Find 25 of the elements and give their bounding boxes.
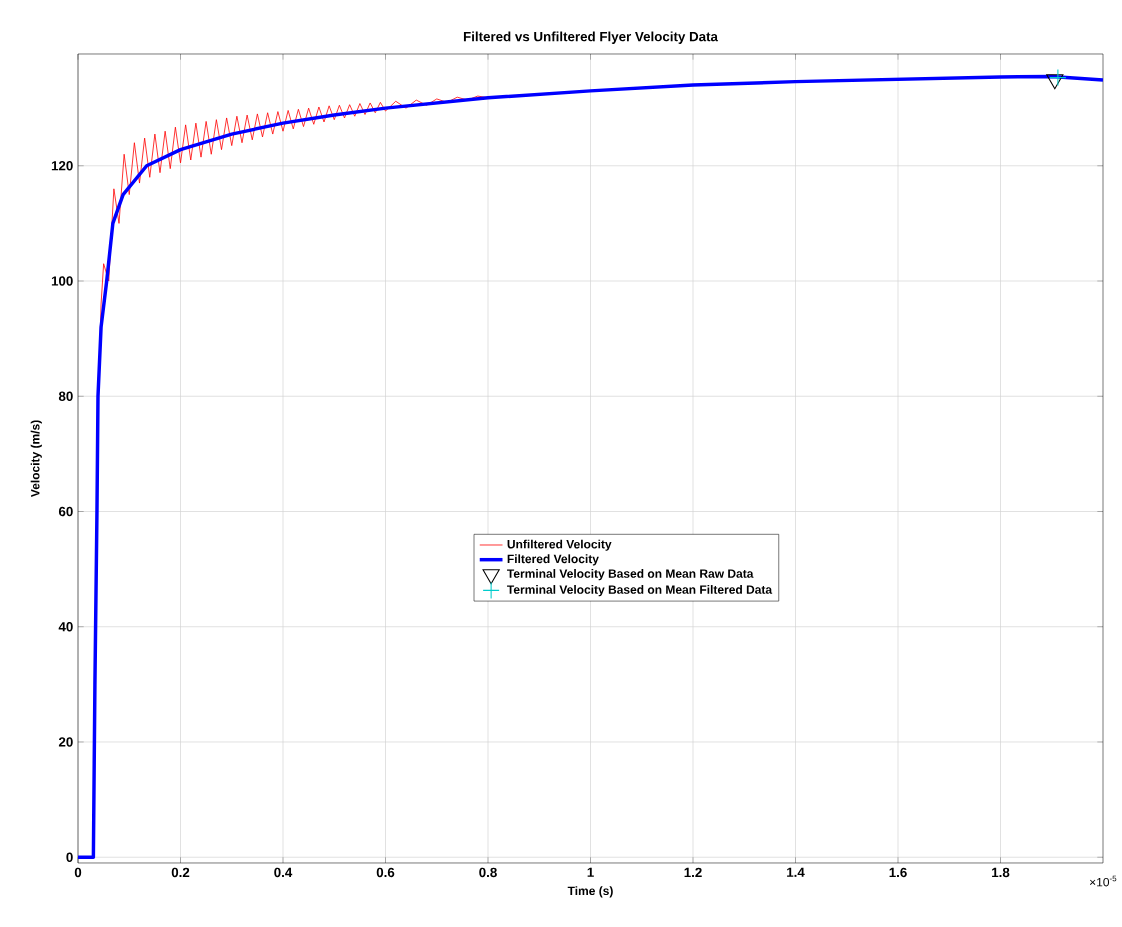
text: ×10$^{-5}$ xyxy=(1089,875,1117,887)
x-tick-label: 1.8 xyxy=(992,867,1010,878)
x-tick-label: 0.2 xyxy=(171,867,190,878)
y-tick-label: 60 xyxy=(58,506,73,517)
legend-label: Terminal Velocity Based on Mean Filtered Data xyxy=(507,585,773,597)
x-axis-title: Time (s) xyxy=(567,886,613,898)
x-tick-label: 1 xyxy=(587,867,594,877)
y-tick-label: 40 xyxy=(58,622,73,632)
legend-label: Unfiltered Velocity xyxy=(507,539,612,551)
y-axis-title: Velocity (m/s) xyxy=(30,420,42,498)
x-tick-label: 1.6 xyxy=(889,867,907,878)
x-tick-label: 0.8 xyxy=(479,867,497,878)
legend-label: Terminal Velocity Based on Mean Raw Data xyxy=(507,569,754,581)
legend-label: Filtered Velocity xyxy=(507,554,599,566)
x-tick-label: 0.6 xyxy=(376,867,395,878)
x-tick-label: 0.4 xyxy=(274,867,293,878)
chart-title: Filtered vs Unfiltered Flyer Velocity Data xyxy=(463,31,719,44)
y-tick-label: 120 xyxy=(51,161,73,171)
y-tick-label: 0 xyxy=(66,852,73,862)
y-tick-label: 20 xyxy=(58,737,73,747)
x-tick-label: 1.2 xyxy=(684,867,702,877)
x-tick-label: 0 xyxy=(74,867,82,878)
y-tick-label: 80 xyxy=(58,391,73,401)
x-tick-label: 1.4 xyxy=(787,867,805,877)
y-tick-label: 100 xyxy=(51,276,73,286)
